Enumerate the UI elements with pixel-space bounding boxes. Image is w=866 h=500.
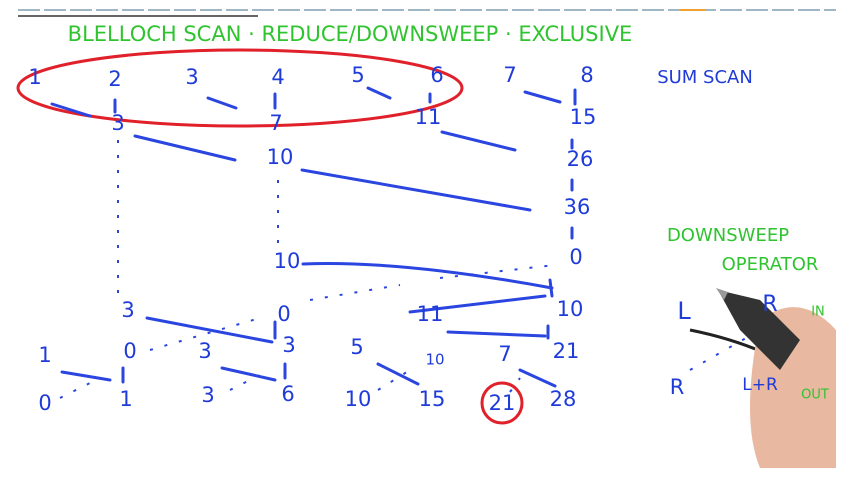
- downsweep-value: 3: [198, 339, 211, 363]
- operator-title: DOWNSWEEP: [667, 225, 789, 246]
- reduce-value: 10: [267, 145, 294, 169]
- downsweep-value: 0: [277, 302, 290, 326]
- result-value: 3: [201, 383, 214, 407]
- operator-right-in: R: [762, 292, 777, 317]
- downsweep-value: 10: [557, 297, 584, 321]
- input-value: 7: [503, 63, 516, 87]
- operator-left-in: L: [677, 297, 691, 325]
- downsweep-value: 5: [350, 335, 363, 359]
- operator-right-out: L+R: [742, 375, 778, 395]
- sum-scan-label: SUM SCAN: [657, 67, 753, 88]
- input-value: 2: [108, 67, 121, 91]
- reduce-value: 15: [570, 105, 597, 129]
- downsweep-value: 3: [121, 298, 134, 322]
- downsweep-value: 1: [38, 343, 51, 367]
- downsweep-value: 7: [498, 342, 511, 366]
- hand: [716, 288, 836, 468]
- result-value: 1: [119, 387, 132, 411]
- reduce-value: 3: [111, 111, 124, 135]
- result-value: 28: [550, 387, 577, 411]
- result-highlight: [480, 381, 524, 425]
- result-value: 0: [38, 391, 51, 415]
- input-value: 6: [430, 63, 443, 87]
- input-highlight: [16, 48, 464, 128]
- reduce-value: 26: [567, 147, 594, 171]
- downsweep-value: 11: [417, 302, 444, 326]
- downsweep-value: 0: [569, 245, 582, 269]
- strokes: [50, 86, 781, 399]
- input-value: 5: [351, 63, 364, 87]
- downsweep-value: 10: [425, 351, 444, 369]
- input-value: 4: [271, 65, 284, 89]
- reduce-value: 36: [564, 195, 591, 219]
- operator-left-out: R: [670, 375, 685, 399]
- result-value: 10: [345, 387, 372, 411]
- operator-out-label: OUT: [801, 388, 829, 403]
- result-value: 15: [419, 387, 446, 411]
- reduce-value: 7: [269, 111, 282, 135]
- input-value: 1: [28, 65, 41, 89]
- downsweep-value: 10: [274, 249, 301, 273]
- input-value: 8: [580, 63, 593, 87]
- reduce-value: 11: [415, 105, 442, 129]
- title: BLELLOCH SCAN · REDUCE/DOWNSWEEP · EXCLU…: [68, 22, 633, 46]
- downsweep-value: 0: [123, 339, 136, 363]
- downsweep-value: 21: [553, 339, 580, 363]
- result-value: 21: [489, 391, 516, 415]
- operator-title: OPERATOR: [722, 254, 819, 275]
- downsweep-value: 3: [282, 333, 295, 357]
- operator-in-label: IN: [811, 305, 825, 320]
- result-value: 6: [281, 382, 294, 406]
- input-value: 3: [185, 65, 198, 89]
